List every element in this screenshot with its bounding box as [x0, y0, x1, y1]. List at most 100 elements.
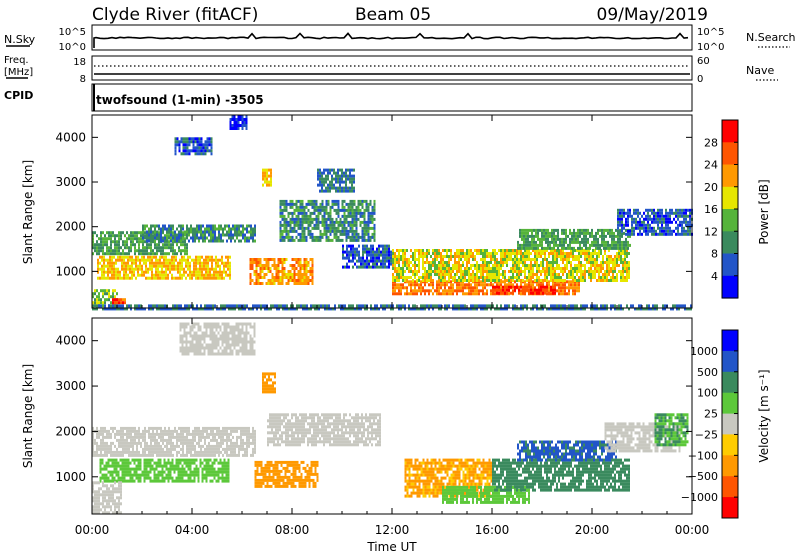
data-cell	[225, 255, 227, 259]
data-cell	[338, 304, 340, 308]
data-cell	[519, 246, 521, 250]
data-cell	[293, 226, 296, 230]
data-cell	[231, 115, 234, 118]
data-cell	[661, 214, 663, 218]
data-cell	[373, 229, 376, 233]
data-cell	[518, 279, 520, 282]
data-cell	[442, 273, 444, 276]
data-cell	[410, 286, 412, 290]
data-cell	[422, 249, 424, 252]
data-cell	[123, 258, 125, 262]
data-cell	[520, 255, 522, 258]
data-cell	[605, 234, 607, 238]
data-cell	[486, 292, 488, 296]
data-cell	[291, 273, 294, 276]
data-cell	[116, 432, 118, 436]
data-cell	[283, 208, 286, 212]
data-cell	[517, 246, 519, 250]
data-cell	[444, 276, 446, 279]
data-cell	[319, 232, 322, 236]
data-cell	[466, 258, 468, 261]
data-cell	[556, 252, 558, 255]
data-cell	[617, 208, 619, 212]
data-cell	[373, 235, 376, 239]
data-cell	[204, 152, 207, 156]
colorbar-segment	[722, 209, 738, 232]
data-cell	[400, 289, 402, 293]
data-cell	[508, 283, 510, 287]
data-cell	[341, 199, 344, 203]
data-cell	[191, 273, 193, 277]
data-cell	[96, 240, 98, 244]
data-cell	[97, 270, 99, 274]
data-cell	[466, 249, 468, 252]
colorbar-tick-label: 28	[704, 136, 718, 149]
data-cell	[622, 249, 624, 252]
data-cell	[536, 249, 538, 252]
data-cell	[456, 307, 458, 311]
data-cell	[352, 307, 354, 311]
data-cell	[398, 283, 400, 287]
data-cell	[464, 267, 466, 270]
data-cell	[424, 267, 426, 270]
data-cell	[293, 279, 296, 282]
data-cell	[323, 217, 326, 221]
data-cell	[361, 211, 364, 215]
data-cell	[662, 304, 664, 308]
data-cell	[373, 217, 376, 221]
data-cell	[428, 267, 430, 270]
data-cell	[176, 239, 178, 243]
data-cell	[184, 137, 187, 141]
data-cell	[480, 304, 482, 308]
data-cell	[619, 240, 621, 244]
data-cell	[207, 270, 209, 274]
data-cell	[648, 307, 650, 311]
data-cell	[194, 307, 196, 311]
data-cell	[201, 267, 203, 271]
data-cell	[129, 276, 131, 280]
data-cell	[337, 171, 339, 175]
data-cell	[353, 208, 356, 212]
data-cell	[631, 226, 633, 230]
data-cell	[416, 249, 418, 252]
data-cell	[366, 307, 368, 311]
data-cell	[416, 292, 418, 296]
data-cell	[418, 261, 420, 264]
data-cell	[522, 264, 524, 267]
data-cell	[160, 233, 162, 237]
data-cell	[116, 249, 118, 253]
data-cell	[345, 168, 347, 172]
data-cell	[307, 199, 310, 203]
data-cell	[166, 227, 168, 231]
data-cell	[574, 255, 576, 258]
data-cell	[554, 255, 556, 258]
data-cell	[643, 220, 645, 224]
data-cell	[149, 276, 151, 280]
data-cell	[187, 261, 189, 265]
data-cell	[649, 208, 651, 212]
data-cell	[561, 231, 563, 235]
data-cell	[188, 304, 190, 308]
data-cell	[594, 270, 596, 273]
data-cell	[584, 273, 586, 276]
data-cell	[117, 270, 119, 274]
data-cell	[368, 250, 370, 254]
data-cell	[311, 235, 314, 239]
data-cell	[400, 292, 402, 296]
data-cell	[156, 224, 158, 228]
data-cell	[155, 258, 157, 262]
data-cell	[398, 270, 400, 273]
data-cell	[566, 286, 568, 290]
data-cell	[428, 264, 430, 267]
data-cell	[130, 243, 132, 247]
data-cell	[450, 249, 452, 252]
data-cell	[202, 149, 205, 153]
data-cell	[202, 230, 204, 234]
data-cell	[524, 288, 526, 292]
data-cell	[438, 267, 440, 270]
data-cell	[482, 261, 484, 264]
data-cell	[525, 240, 527, 244]
data-cell	[281, 238, 284, 242]
data-cell	[446, 280, 448, 284]
data-cell	[500, 249, 502, 252]
